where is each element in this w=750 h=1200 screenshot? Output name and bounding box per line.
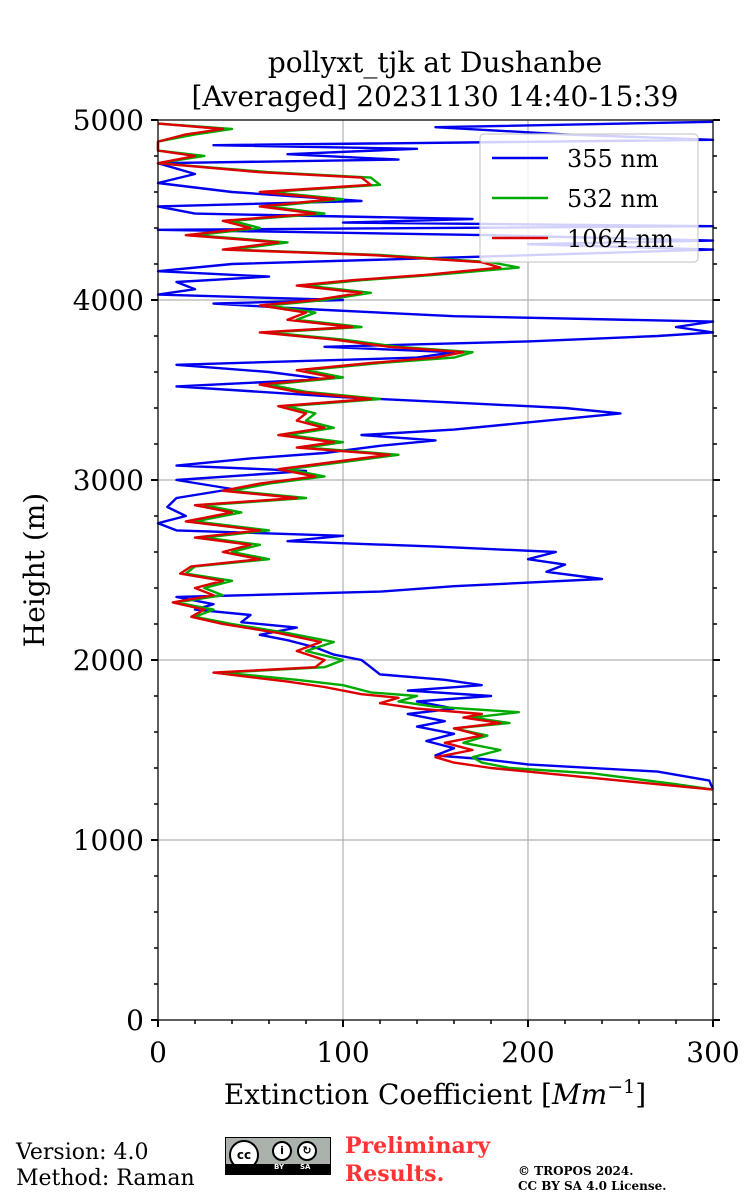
series-line-1064-nm xyxy=(156,122,714,791)
preliminary-line-1: Preliminary xyxy=(345,1133,491,1159)
person-icon: i xyxy=(272,1141,292,1161)
legend-label: 532 nm xyxy=(567,185,659,213)
y-tick-label: 0 xyxy=(126,1004,144,1037)
plot-frame xyxy=(157,119,714,1021)
x-tick-label: 300 xyxy=(686,1036,739,1069)
x-tick-label: 200 xyxy=(501,1036,554,1069)
y-tick-label: 5000 xyxy=(73,104,144,137)
cc-sa-text: SA xyxy=(300,1163,311,1171)
x-tick-label: 100 xyxy=(316,1036,369,1069)
cc-license-badge: cc i ↻ BY SA xyxy=(225,1137,331,1175)
legend-label: 355 nm xyxy=(567,145,659,173)
preliminary-results-note: Preliminary Results. xyxy=(345,1132,490,1188)
copyright-line-2: CC BY SA 4.0 License. xyxy=(518,1179,667,1193)
x-tick-label: 0 xyxy=(149,1036,167,1069)
method-text: Method: Raman xyxy=(16,1166,195,1191)
legend: 355 nm 532 nm 1064 nm xyxy=(479,133,699,263)
y-tick-label: 1000 xyxy=(73,824,144,857)
preliminary-line-2: Results. xyxy=(345,1161,445,1187)
version-text: Version: 4.0 xyxy=(16,1140,149,1165)
y-tick-label: 2000 xyxy=(73,644,144,677)
series-lines xyxy=(156,120,715,791)
y-tick-label: 4000 xyxy=(73,284,144,317)
footer-info: Version: 4.0 Method: Raman xyxy=(16,1140,195,1192)
share-alike-icon: ↻ xyxy=(297,1141,317,1161)
cc-badge-bar: BY SA xyxy=(226,1163,330,1174)
chart-title: pollyxt_tjk at Dushanbe xyxy=(268,46,602,79)
chart-subtitle: [Averaged] 20231130 14:40-15:39 xyxy=(192,80,679,113)
cc-by-text: BY xyxy=(274,1163,285,1171)
y-axis-label: Height (m) xyxy=(18,493,51,647)
legend-box xyxy=(479,133,699,263)
x-axis-label: Extinction Coefficient [Mm−1] xyxy=(224,1076,646,1111)
axis-ticks xyxy=(151,119,720,1027)
copyright-note: © TROPOS 2024. CC BY SA 4.0 License. xyxy=(518,1164,666,1194)
copyright-line-1: © TROPOS 2024. xyxy=(518,1164,634,1178)
y-tick-label: 3000 xyxy=(73,464,144,497)
extinction-profile-chart: pollyxt_tjk at Dushanbe [Averaged] 20231… xyxy=(18,46,740,1111)
legend-label: 1064 nm xyxy=(567,225,674,253)
